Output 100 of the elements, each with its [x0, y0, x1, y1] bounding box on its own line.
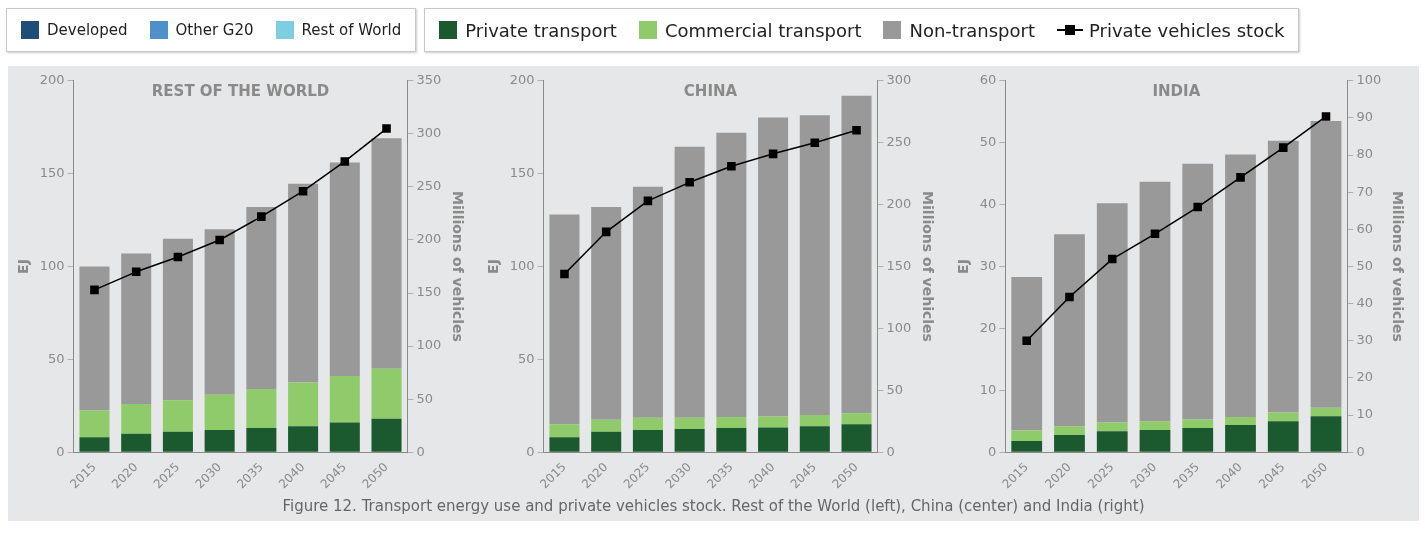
bar	[121, 253, 152, 404]
y2-tick-label: 90	[1356, 109, 1373, 125]
y-tick-label: 200	[39, 72, 65, 88]
bar	[591, 207, 622, 420]
bar	[1267, 421, 1299, 452]
bar	[1310, 121, 1342, 408]
y2-tick-label: 0	[1356, 443, 1365, 459]
bar	[121, 403, 152, 434]
y2-tick-label: 250	[886, 134, 912, 150]
bar	[1225, 424, 1256, 452]
bar	[204, 229, 235, 395]
y2-tick-label: 250	[416, 178, 442, 194]
bar	[246, 207, 277, 390]
bar	[1139, 181, 1171, 422]
y2-tick-label: 80	[1356, 146, 1373, 162]
y-tick-label: 40	[979, 195, 997, 211]
bar	[1225, 154, 1256, 417]
point	[643, 196, 653, 206]
bar	[371, 368, 402, 419]
y-tick-label: 200	[509, 72, 535, 88]
bar	[329, 376, 360, 423]
point	[131, 267, 141, 277]
y-tick-label: 10	[979, 381, 997, 397]
bar	[1267, 412, 1299, 422]
bar	[1310, 416, 1342, 452]
bar	[79, 266, 110, 411]
bar	[1225, 416, 1256, 425]
point	[601, 227, 611, 237]
bar	[758, 427, 789, 452]
chart-title: CHINA	[683, 82, 738, 101]
bar	[329, 422, 360, 452]
bar	[841, 424, 872, 452]
y2-tick-label: 70	[1356, 183, 1373, 199]
point	[298, 186, 308, 196]
bar	[371, 138, 402, 369]
y2-axis-title: Millions of vehicles	[919, 191, 936, 342]
point	[173, 252, 183, 262]
point	[560, 269, 569, 279]
y2-tick-label: 300	[886, 72, 912, 88]
y2-tick-label: 200	[886, 195, 912, 211]
y2-axis-title: Millions of vehicles	[449, 191, 466, 342]
y2-tick-label: 200	[416, 231, 442, 247]
point	[1107, 254, 1117, 264]
bar	[1054, 234, 1085, 427]
bar	[632, 186, 663, 418]
bar	[121, 433, 152, 452]
y2-tick-label: 0	[886, 443, 895, 459]
bar	[1096, 203, 1128, 423]
bar	[632, 429, 663, 452]
chart-title: REST OF THE WORLD	[151, 82, 330, 101]
bar	[1054, 426, 1085, 435]
y2-tick-label: 0	[416, 443, 425, 459]
bar	[1139, 421, 1171, 430]
legend-label: Private vehicles stock	[1088, 19, 1285, 41]
y-axis-title: EJ	[15, 259, 32, 274]
y2-tick-label: 350	[416, 72, 442, 88]
bar	[716, 132, 747, 417]
y2-tick-label: 150	[416, 284, 442, 300]
bar	[1011, 430, 1043, 442]
y-tick-label: 20	[979, 319, 997, 335]
y2-tick-label: 150	[886, 257, 912, 273]
bar	[674, 417, 705, 430]
y2-tick-label: 60	[1356, 220, 1373, 236]
bar	[841, 95, 872, 414]
bar	[79, 437, 110, 452]
point	[1321, 112, 1331, 121]
y-tick-label: 100	[509, 257, 535, 273]
bar	[1054, 434, 1085, 452]
bar	[549, 437, 580, 452]
bar	[841, 413, 872, 425]
bar	[758, 416, 789, 428]
y-tick-label: 60	[979, 72, 997, 88]
bar	[246, 428, 277, 452]
bar	[716, 428, 747, 452]
bar	[371, 418, 402, 452]
bar	[549, 214, 580, 425]
point	[1193, 202, 1203, 212]
bar	[246, 389, 277, 429]
point	[1150, 229, 1160, 239]
y-tick-label: 150	[509, 165, 535, 181]
bar	[204, 429, 235, 452]
bar	[549, 424, 580, 438]
bar	[288, 382, 319, 427]
caption: Figure 12. Transport energy use and private vehicles stock. Rest of the World (left), China (center) and India (right)	[281, 497, 1146, 515]
bar	[674, 146, 705, 418]
y-tick-label: 0	[526, 443, 535, 459]
y2-tick-label: 100	[1356, 72, 1382, 88]
bar	[591, 419, 622, 432]
bar	[799, 415, 830, 427]
bar	[1139, 429, 1171, 452]
legend-label: Rest of World	[300, 21, 402, 39]
bar	[288, 183, 319, 383]
bar	[1267, 140, 1299, 413]
bar	[79, 410, 110, 438]
point	[1022, 336, 1032, 346]
y2-tick-label: 50	[886, 381, 903, 397]
bar	[162, 400, 193, 432]
point	[685, 178, 694, 187]
y-axis-title: EJ	[485, 259, 502, 274]
bar	[674, 429, 705, 452]
